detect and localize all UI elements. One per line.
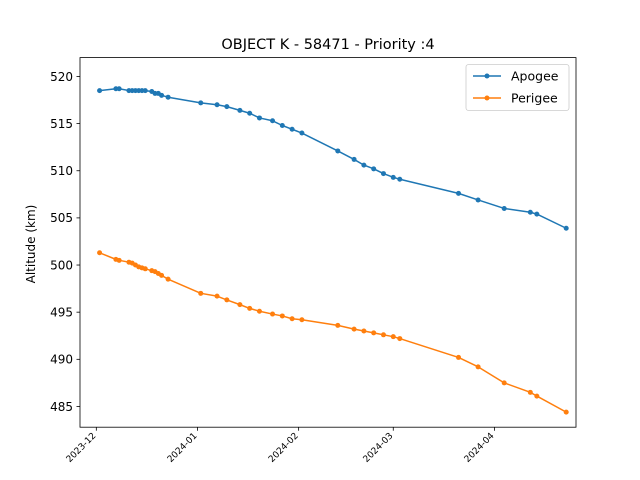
data-point-apogee (501, 205, 507, 211)
data-point-apogee (165, 94, 171, 100)
data-point-perigee (371, 330, 377, 336)
data-point-apogee (198, 100, 204, 106)
data-point-apogee (97, 88, 103, 94)
data-point-perigee (501, 380, 507, 386)
y-tick-label: 485 (50, 400, 73, 414)
data-point-apogee (475, 197, 481, 203)
data-point-apogee (142, 88, 148, 94)
legend-marker-perigee (484, 95, 490, 101)
data-point-perigee (534, 393, 540, 399)
data-point-apogee (279, 122, 285, 128)
data-point-perigee (256, 308, 262, 314)
data-point-apogee (456, 190, 462, 196)
data-point-apogee (351, 156, 357, 162)
y-tick-label: 495 (50, 305, 73, 319)
y-tick-label: 510 (50, 164, 73, 178)
legend-marker-apogee (484, 73, 490, 79)
data-point-perigee (237, 302, 243, 308)
data-point-apogee (247, 110, 253, 116)
data-point-apogee (534, 211, 540, 217)
legend: Apogee Perigee (465, 64, 570, 111)
data-point-perigee (335, 322, 341, 328)
data-point-apogee (361, 162, 367, 168)
data-point-perigee (456, 354, 462, 360)
data-point-perigee (279, 313, 285, 319)
data-point-perigee (527, 389, 533, 395)
data-point-apogee (224, 104, 230, 110)
plot-frame (79, 57, 577, 428)
chart-title: OBJECT K - 58471 - Priority :4 (221, 37, 434, 53)
data-point-perigee (289, 316, 295, 322)
legend-label-perigee: Perigee (511, 91, 558, 106)
data-point-apogee (116, 86, 122, 92)
data-point-apogee (390, 174, 396, 180)
data-point-perigee (97, 250, 103, 256)
data-point-apogee (527, 209, 533, 215)
data-point-apogee (270, 118, 276, 124)
data-point-perigee (142, 266, 148, 272)
data-point-perigee (165, 276, 171, 282)
data-point-apogee (335, 148, 341, 154)
data-point-apogee (214, 102, 220, 108)
data-point-perigee (299, 317, 305, 323)
data-point-apogee (397, 176, 403, 182)
y-tick-label: 500 (50, 258, 73, 272)
y-tick-label: 490 (50, 353, 73, 367)
legend-label-apogee: Apogee (511, 69, 559, 84)
data-point-perigee (475, 364, 481, 370)
data-point-apogee (380, 171, 386, 177)
data-point-apogee (563, 225, 569, 231)
y-tick-label: 505 (50, 211, 73, 225)
y-tick-label: 515 (50, 117, 73, 131)
data-point-perigee (270, 311, 276, 317)
data-point-perigee (116, 257, 122, 263)
data-point-perigee (361, 328, 367, 334)
data-point-perigee (563, 409, 569, 415)
data-point-apogee (299, 130, 305, 136)
data-point-apogee (159, 92, 165, 98)
data-point-perigee (351, 326, 357, 332)
data-point-perigee (247, 305, 253, 311)
data-point-perigee (390, 334, 396, 340)
y-tick-label: 520 (50, 70, 73, 84)
data-point-perigee (380, 332, 386, 338)
data-point-apogee (237, 107, 243, 113)
data-point-perigee (224, 297, 230, 303)
data-point-perigee (214, 293, 220, 299)
data-point-apogee (371, 166, 377, 172)
data-point-perigee (397, 336, 403, 342)
data-point-perigee (159, 272, 165, 278)
y-axis-title: Altitude (km) (24, 205, 38, 284)
data-point-apogee (256, 115, 262, 121)
data-point-perigee (198, 290, 204, 296)
data-point-apogee (289, 126, 295, 132)
